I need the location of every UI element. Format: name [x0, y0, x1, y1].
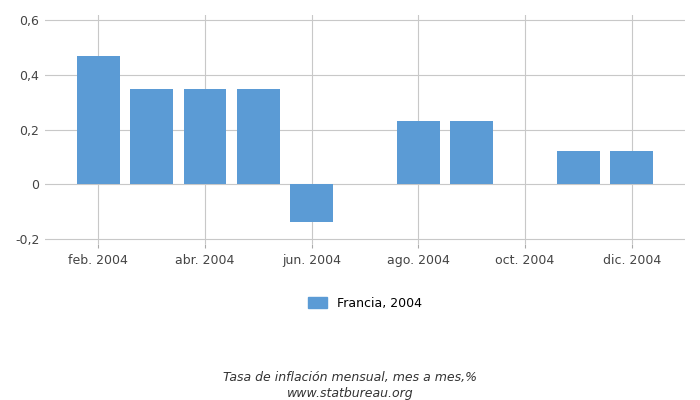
Bar	[77, 56, 120, 184]
Bar	[130, 89, 173, 184]
Bar	[183, 89, 226, 184]
Bar	[237, 89, 279, 184]
Bar	[610, 152, 653, 184]
Text: Tasa de inflación mensual, mes a mes,%: Tasa de inflación mensual, mes a mes,%	[223, 372, 477, 384]
Bar	[450, 122, 493, 184]
Legend: Francia, 2004: Francia, 2004	[303, 292, 427, 315]
Text: www.statbureau.org: www.statbureau.org	[287, 388, 413, 400]
Bar	[397, 122, 440, 184]
Bar	[290, 184, 333, 222]
Bar	[557, 152, 600, 184]
